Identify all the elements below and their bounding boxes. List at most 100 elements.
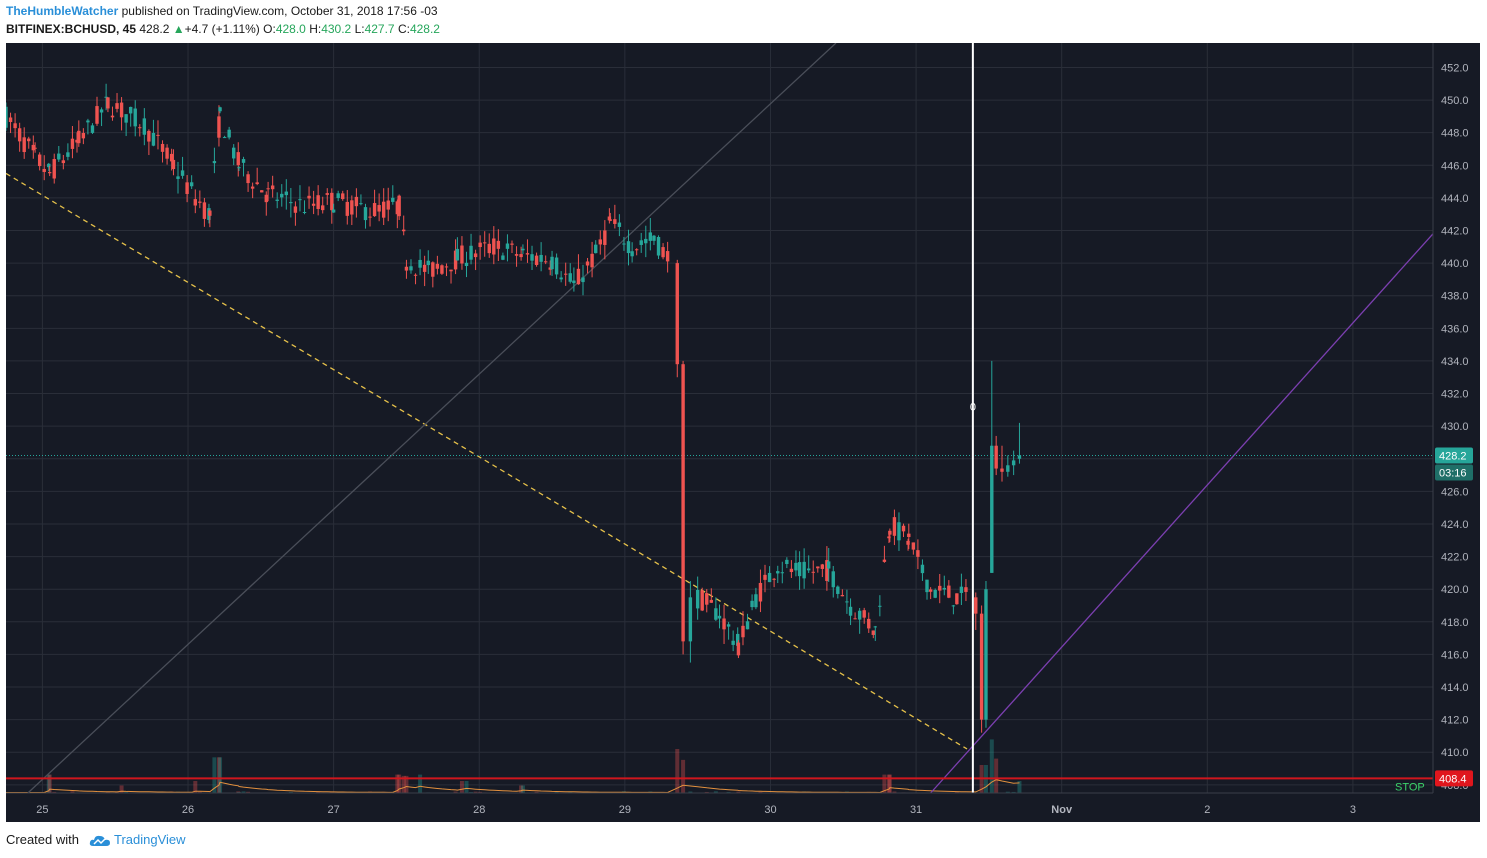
candle [250, 186, 255, 189]
time-tick-label: 30 [764, 804, 776, 816]
candle [920, 564, 925, 574]
price-chart[interactable]: 0 STOP 452.0 450.0 448.0 446.0 444.0 442.0 440.… [6, 43, 1480, 822]
chart-header: TheHumbleWatcher published on TradingVie… [0, 0, 1487, 42]
candle [901, 525, 906, 532]
candle [455, 248, 460, 261]
candle [409, 266, 413, 271]
volume-bar [979, 765, 984, 797]
candle [189, 182, 194, 187]
candle [270, 185, 275, 190]
candle [598, 239, 602, 245]
candle [431, 262, 435, 277]
candle [514, 254, 519, 256]
candle [882, 559, 887, 562]
volume-bar [520, 785, 525, 797]
candle [171, 159, 176, 170]
tradingview-link[interactable]: TradingView [89, 832, 186, 847]
candle [330, 192, 334, 211]
author-link[interactable]: TheHumbleWatcher [6, 4, 119, 18]
candle [147, 130, 151, 142]
volume-bar [887, 774, 892, 797]
price-tick-label: 410.0 [1441, 747, 1469, 759]
candle [568, 273, 572, 282]
symbol-name[interactable]: BITFINEX:BCHUSD, 45 [6, 22, 137, 36]
stop-price-badge [1435, 770, 1473, 787]
candle [386, 200, 390, 210]
candle [66, 152, 70, 157]
candle [13, 123, 17, 129]
candle [142, 118, 147, 135]
price-tick-label: 446.0 [1441, 160, 1469, 172]
candle [700, 590, 704, 611]
price-axis-bg [1433, 43, 1480, 822]
candle [185, 182, 189, 194]
candle [293, 206, 298, 213]
candle [255, 182, 259, 185]
candle [848, 606, 853, 616]
candle [688, 597, 693, 642]
candle [212, 161, 217, 164]
candle [726, 624, 731, 627]
candle [176, 176, 180, 179]
candle [33, 147, 37, 149]
price-tick-label: 412.0 [1441, 715, 1469, 727]
candle [236, 152, 240, 166]
time-axis[interactable]: 25 26 27 28 29 30 31 Nov 2 3 [6, 792, 1480, 822]
candle [933, 589, 937, 598]
candle [911, 542, 916, 550]
candle [6, 106, 8, 128]
candle [959, 586, 964, 593]
candle [449, 269, 453, 272]
candle [160, 143, 165, 152]
candle [47, 172, 52, 174]
candle [246, 174, 250, 184]
candle [736, 642, 741, 656]
footer: Created with TradingView [6, 832, 186, 848]
time-axis-bg [6, 793, 1480, 822]
candle [106, 97, 110, 109]
candle [325, 193, 329, 195]
volume-bar [675, 749, 680, 797]
candle [820, 564, 825, 569]
candle [563, 273, 568, 275]
candle [785, 559, 789, 565]
candle [298, 199, 302, 201]
candle [644, 238, 648, 244]
candle [928, 589, 933, 592]
candle [525, 253, 530, 255]
countdown-badge [1435, 464, 1473, 481]
candle [426, 260, 430, 266]
candle [321, 205, 325, 211]
candle [165, 147, 169, 159]
candle [979, 613, 984, 720]
candle [473, 253, 478, 258]
candle [722, 618, 726, 630]
candle [237, 167, 241, 169]
candle [639, 240, 643, 245]
current-price-badge [1435, 447, 1473, 464]
candle [776, 571, 780, 574]
candle [302, 212, 307, 214]
last-price: 428.2 [139, 22, 170, 36]
candle [590, 253, 594, 268]
candle [942, 587, 946, 590]
price-tick-label: 430.0 [1441, 421, 1469, 433]
candle [372, 203, 377, 217]
drawing-lines[interactable] [6, 43, 1434, 794]
candle [836, 586, 840, 594]
marker-value-label: 0 [970, 402, 976, 414]
candle [422, 264, 427, 272]
candle [906, 540, 910, 545]
candle [193, 199, 197, 206]
publish-text: published on TradingView.com, October 31… [121, 4, 438, 18]
price-axis[interactable]: 452.0 450.0 448.0 446.0 444.0 442.0 440.0 438.0… [1432, 43, 1480, 822]
candle [887, 536, 891, 539]
candle [311, 203, 316, 206]
candle [402, 229, 406, 232]
candle [350, 200, 354, 215]
stop-price-label: 408.4 [1439, 773, 1467, 785]
candle [95, 106, 99, 124]
candle [232, 147, 236, 159]
candle [585, 261, 590, 266]
candle [90, 125, 95, 133]
